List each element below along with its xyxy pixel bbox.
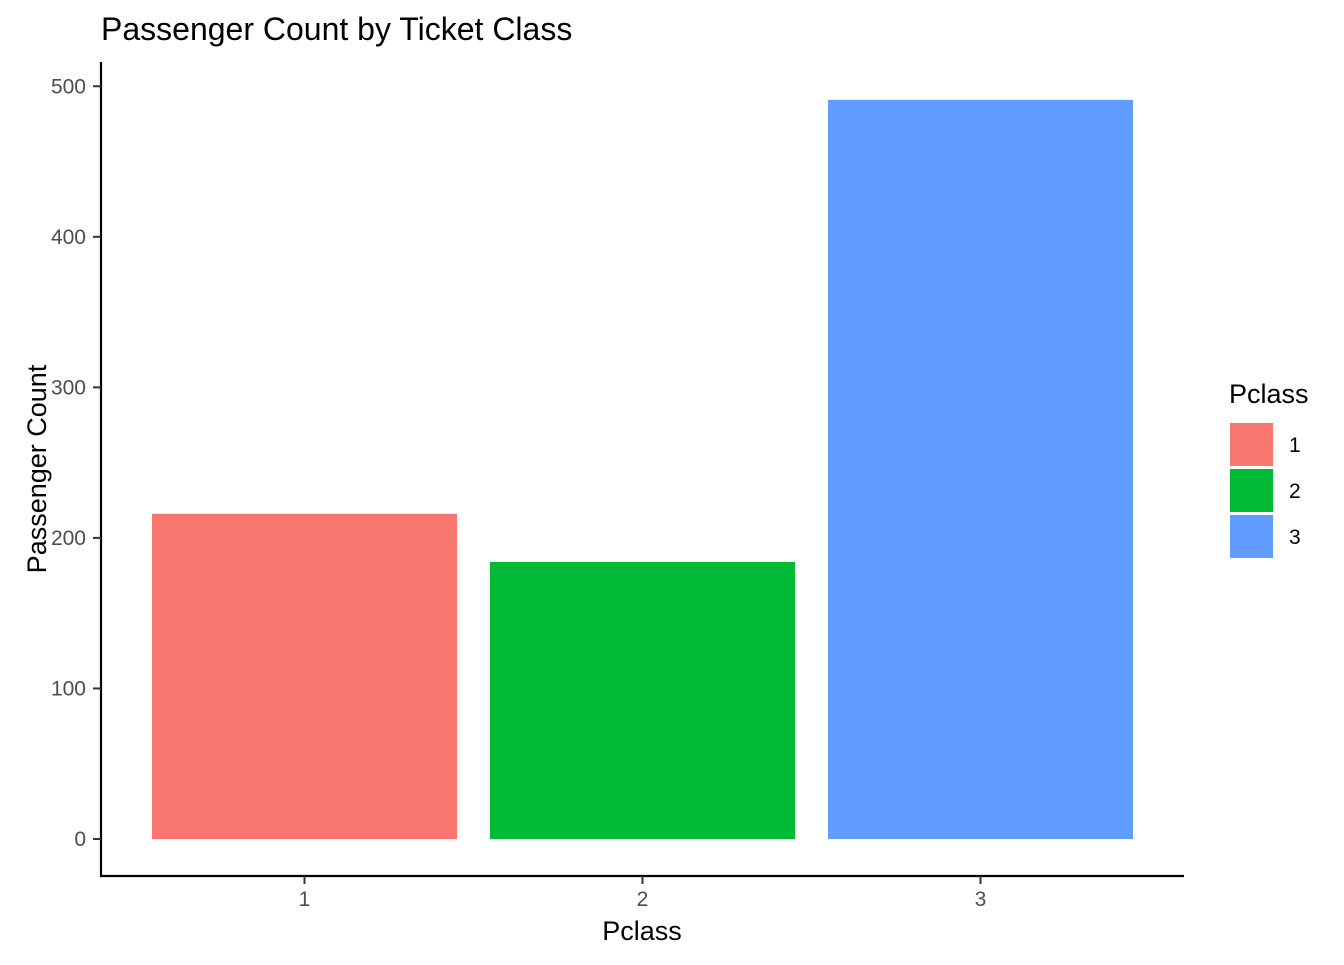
plot-area xyxy=(152,99,1133,840)
legend-label-3: 3 xyxy=(1289,526,1301,549)
legend-title: Pclass xyxy=(1229,379,1309,409)
y-tick-label: 100 xyxy=(51,677,86,700)
bar-3 xyxy=(828,99,1133,840)
y-tick-label: 200 xyxy=(51,527,86,550)
y-tick-label: 300 xyxy=(51,376,86,399)
bar-2 xyxy=(490,562,795,839)
y-axis-title: Passenger Count xyxy=(22,364,52,573)
legend-key-1 xyxy=(1230,423,1273,466)
y-tick-label: 500 xyxy=(51,75,86,98)
chart-title: Passenger Count by Ticket Class xyxy=(101,11,572,47)
x-tick-label: 2 xyxy=(637,888,649,911)
x-tick-label: 1 xyxy=(299,888,311,911)
y-tick-label: 0 xyxy=(74,828,86,851)
legend-items: 1 2 3 xyxy=(1230,423,1301,558)
x-axis-title: Pclass xyxy=(602,916,682,946)
legend-label-1: 1 xyxy=(1289,434,1301,457)
legend-key-3 xyxy=(1230,515,1273,558)
x-axis-ticks: 1 2 3 xyxy=(299,876,987,911)
x-tick-label: 3 xyxy=(975,888,987,911)
legend-key-2 xyxy=(1230,469,1273,512)
legend-label-2: 2 xyxy=(1289,480,1301,503)
y-axis-ticks: 0 100 200 300 400 500 xyxy=(51,75,101,851)
y-tick-label: 400 xyxy=(51,226,86,249)
bar-1 xyxy=(152,513,457,839)
legend: Pclass 1 2 3 xyxy=(1229,379,1309,558)
